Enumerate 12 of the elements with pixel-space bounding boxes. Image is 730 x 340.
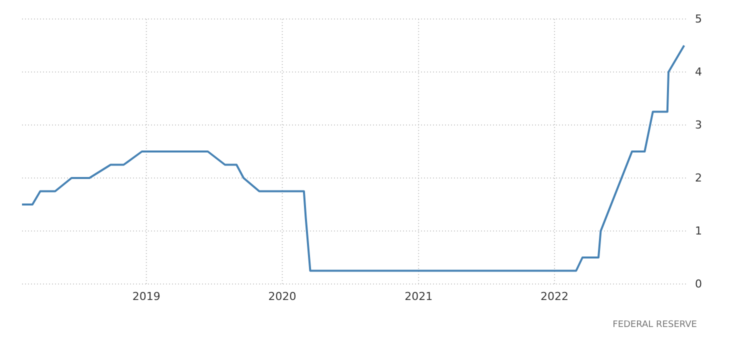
x-tick-label: 2020 [268,290,296,303]
y-tick-label: 0 [695,278,702,291]
y-tick-label: 4 [695,66,702,79]
y-tick-label: 5 [695,12,702,26]
x-tick-label: 2022 [540,290,569,303]
y-tick-label: 1 [695,224,702,238]
text: FEDERAL RESERVE [612,320,698,330]
x-tick-label: 2019 [132,290,160,303]
y-tick-label: 2 [695,172,702,185]
line-series [21,44,686,272]
y-tick-label: 3 [695,118,702,132]
x-tick-label: 2021 [404,290,433,303]
